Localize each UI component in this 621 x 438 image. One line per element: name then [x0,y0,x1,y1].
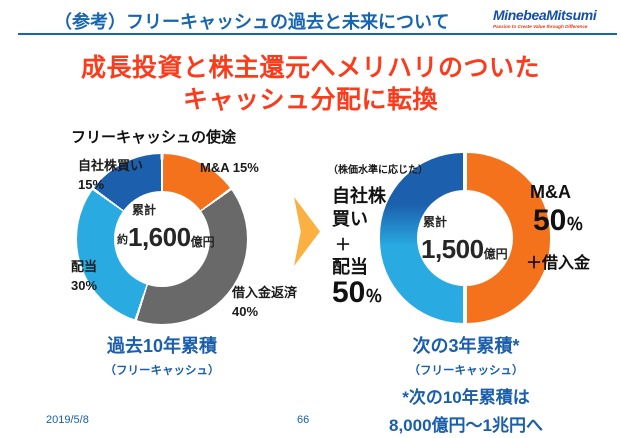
future-right-percent: 50％ [533,204,584,237]
logo-tagline: Passion to Create Value through Differen… [493,24,588,29]
headline-line2: キャッシュ分配に転換 [182,86,438,114]
future-donut-hole [417,190,513,286]
future-center-amount: 1,500 [421,234,484,264]
past-label-buyback: 自社株買い 15% [78,158,144,192]
past-center-amount: 1,600 [128,222,191,252]
future-donut-center: 累計 1,500億円 [421,213,508,265]
future-label-ma: M&A [530,182,571,202]
logo-wordmark: MinebeaMitsumi [493,7,597,23]
past-center-prefix: 約 [117,234,128,246]
future-caption-sub: （フリーキャッシュ） [408,365,524,377]
future-label-buyback-1: 自社株 [332,186,386,206]
past-label-dividend: 配当 30% [71,259,98,293]
future-center-unit: 億円 [483,247,508,261]
past-caption-sub: （フリーキャッシュ） [104,365,220,377]
past-label-debt-repayment: 借入金返済 40% [232,285,298,319]
transition-arrow-icon [294,197,320,266]
future-center-label: 累計 [423,215,448,229]
past-center-unit: 億円 [190,235,215,249]
future-note-share-price: （株価水準に応じた） [328,165,428,176]
past-label-ma: M&A 15% [200,160,259,175]
future-footnote-line1: *次の10年累積は [402,388,530,407]
section-label: フリーキャッシュの使途 [71,129,237,146]
company-logo: MinebeaMitsumi Passion to Create Value t… [493,7,615,29]
future-label-plus: ＋ [335,237,352,254]
future-donut-chart: 累計 1,500億円 [380,153,550,323]
past-caption-title: 過去10年累積 [106,336,218,356]
headline: 成長投資と株主還元へメリハリのついた キャッシュ分配に転換 [0,52,621,116]
future-label-buyback-2: 買い [332,209,368,229]
future-center-value: 1,500億円 [421,234,508,265]
past-caption: 過去10年累積 （フリーキャッシュ） [57,332,267,378]
future-caption: 次の3年累積* （フリーキャッシュ） *次の10年累積は 8,000億円～1兆円… [360,332,572,436]
future-label-plus-debt: ＋借入金 [526,255,591,272]
future-caption-title: 次の3年累積* [412,336,520,356]
future-label-dividend: 配当 [332,257,368,277]
past-center-value: 約1,600億円 [117,222,215,253]
past-donut-hole [114,191,210,287]
slide-title: （参考）フリーキャッシュの過去と未来について [54,12,450,32]
header-divider [18,33,617,35]
past-donut-center: 累計 約1,600億円 [117,201,215,253]
footer-date: 2019/5/8 [46,414,89,426]
headline-line1: 成長投資と株主還元へメリハリのついた [80,54,540,82]
future-left-percent: 50％ [332,276,383,309]
page-number: 66 [297,414,310,426]
past-donut-chart: 累計 約1,600億円 [77,154,247,324]
past-center-label: 累計 [132,203,157,217]
future-footnote-line2: 8,000億円～1兆円へ [389,416,543,435]
